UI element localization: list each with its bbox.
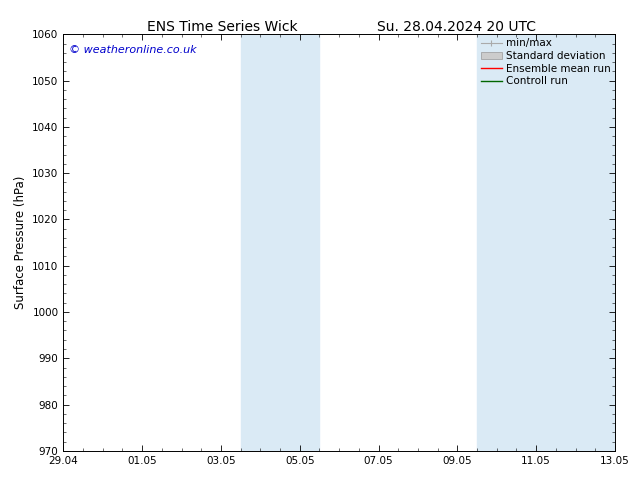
Text: ENS Time Series Wick: ENS Time Series Wick [146,20,297,34]
Bar [241,34,320,451]
Y-axis label: Surface Pressure (hPa): Surface Pressure (hPa) [14,176,27,309]
Bar [477,34,615,451]
Legend: min/max, Standard deviation, Ensemble mean run, Controll run: min/max, Standard deviation, Ensemble me… [479,36,613,88]
Text: © weatheronline.co.uk: © weatheronline.co.uk [69,45,197,55]
Text: Su. 28.04.2024 20 UTC: Su. 28.04.2024 20 UTC [377,20,536,34]
